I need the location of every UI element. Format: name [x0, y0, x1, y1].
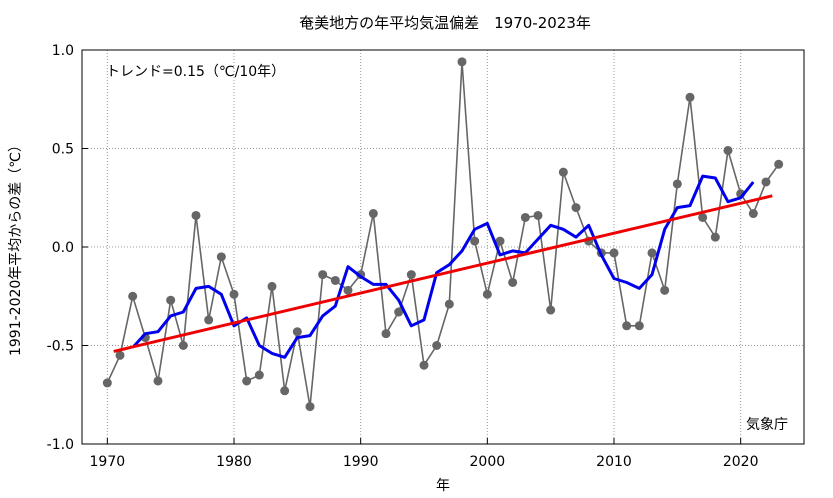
- annual-point: [710, 232, 720, 242]
- annual-point: [381, 329, 391, 339]
- annual-point: [520, 212, 530, 222]
- annual-point: [546, 305, 556, 315]
- annual-point: [482, 289, 492, 299]
- source-label: 気象庁: [746, 417, 788, 433]
- annual-point: [634, 321, 644, 331]
- annual-point: [115, 350, 125, 360]
- annual-point: [330, 275, 340, 285]
- y-tick-label: -1.0: [47, 437, 74, 453]
- annual-point: [660, 285, 670, 295]
- annual-point: [419, 360, 429, 370]
- annual-point: [166, 295, 176, 305]
- trend-series: [113, 194, 773, 353]
- annual-point: [216, 252, 226, 262]
- annual-point: [748, 209, 758, 219]
- annual-point: [280, 386, 290, 396]
- x-tick-label: 2000: [470, 454, 506, 470]
- moving-average-series: [131, 174, 755, 359]
- annual-point: [571, 203, 581, 213]
- annual-point: [609, 248, 619, 258]
- x-tick-label: 1980: [216, 454, 252, 470]
- annual-point: [242, 376, 252, 386]
- annual-point: [191, 210, 201, 220]
- annual-point: [761, 177, 771, 187]
- x-tick-label: 1990: [343, 454, 379, 470]
- annual-point: [647, 248, 657, 258]
- moving-average-line: [131, 174, 755, 359]
- annual-point: [343, 285, 353, 295]
- annual-point: [533, 210, 543, 220]
- x-axis-label: 年: [436, 478, 450, 494]
- y-tick-label: 0.0: [52, 240, 74, 256]
- y-tick-label: 0.5: [52, 142, 74, 158]
- x-axis: 1970 1980 1990 2000 2010 2020: [90, 438, 759, 470]
- y-tick-label: -0.5: [47, 339, 74, 355]
- trend-annotation: トレンド=0.15（℃/10年）: [106, 64, 285, 80]
- annual-point: [457, 57, 467, 67]
- x-tick-label: 2020: [723, 454, 759, 470]
- annual-point: [254, 370, 264, 380]
- annual-point: [128, 291, 138, 301]
- annual-point: [508, 277, 518, 287]
- annual-point: [153, 376, 163, 386]
- trend-line: [113, 194, 773, 353]
- annual-point: [229, 289, 239, 299]
- annual-point: [318, 270, 328, 280]
- annual-series: [102, 57, 784, 412]
- annual-point: [558, 167, 568, 177]
- y-axis: -1.0 -0.5 0.0 0.5 1.0: [47, 43, 88, 453]
- annual-point: [267, 281, 277, 291]
- annual-point: [178, 341, 188, 350]
- annual-point: [102, 378, 112, 388]
- annual-point: [495, 236, 505, 246]
- annual-point: [622, 321, 632, 331]
- annual-point: [698, 212, 708, 222]
- annual-point: [368, 209, 378, 219]
- annual-point: [394, 307, 404, 317]
- annual-point: [305, 402, 315, 412]
- annual-point: [470, 236, 480, 246]
- annual-point: [685, 92, 695, 102]
- annual-point: [204, 315, 214, 325]
- x-tick-label: 2010: [596, 454, 632, 470]
- annual-point: [432, 341, 442, 350]
- annual-line: [106, 60, 780, 408]
- annual-point: [723, 145, 733, 155]
- annual-point: [672, 179, 682, 189]
- annual-point: [774, 159, 784, 169]
- annual-point: [444, 299, 454, 309]
- annual-point: [406, 270, 416, 280]
- y-tick-label: 1.0: [52, 43, 74, 59]
- chart-title: 奄美地方の年平均気温偏差 1970-2023年: [299, 14, 591, 32]
- annual-point: [292, 327, 302, 337]
- grid-lines: [82, 49, 804, 445]
- y-axis-label: 1991-2020年平均からの差（℃）: [8, 138, 24, 356]
- x-tick-label: 1970: [90, 454, 126, 470]
